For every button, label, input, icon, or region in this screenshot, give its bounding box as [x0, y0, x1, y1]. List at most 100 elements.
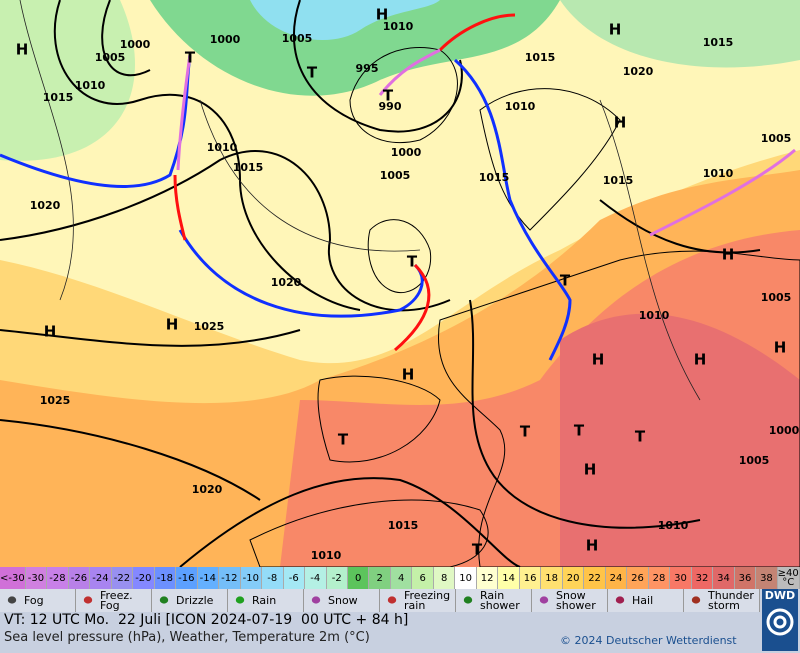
copyright: © 2024 Deutscher Wetterdienst: [560, 634, 737, 647]
legend-item: Drizzle: [152, 589, 228, 612]
legend-label: Hail: [632, 593, 654, 607]
scale-cell: -20: [133, 567, 155, 589]
legend-label: Thunder storm: [708, 588, 754, 612]
isobar-label: 1020: [192, 483, 223, 496]
isobar-label: 1015: [525, 51, 556, 64]
legend-item: Rain: [228, 589, 304, 612]
isobar-label: 1000: [391, 146, 422, 159]
valid-time: VT: 12 UTC Mo. 22 Juli [ICON 2024-07-19 …: [4, 612, 409, 628]
legend-icon: [311, 596, 321, 604]
legend-item: Snow: [304, 589, 380, 612]
scale-cell: <-30: [0, 567, 26, 589]
legend-item: Hail: [608, 589, 684, 612]
scale-cell: 6: [412, 567, 434, 589]
isobar: [0, 150, 451, 312]
pressure-center: T: [574, 422, 585, 440]
logo-ring: [766, 608, 794, 636]
isobar-thin: [19, 0, 74, 301]
isobar-label: 1025: [40, 394, 71, 407]
isobar: [469, 299, 701, 529]
legend-icon: [7, 596, 17, 604]
pressure-center: H: [586, 537, 599, 555]
cold-front: [0, 54, 192, 188]
pressure-center: H: [592, 351, 605, 369]
isobar: [101, 0, 151, 77]
isobar-label: 1010: [639, 309, 670, 322]
scale-cell: 28: [648, 567, 671, 589]
isobar-label: 1020: [271, 276, 302, 289]
legend-icon: [387, 596, 397, 604]
field: [150, 0, 560, 96]
occluded-front: [176, 54, 192, 171]
coastline: [349, 46, 458, 144]
scale-cell: -28: [47, 567, 69, 589]
pressure-center: T: [520, 423, 531, 441]
legend-label: Freez. Fog: [100, 588, 133, 612]
logo-ring: [773, 615, 787, 629]
scale-cell: 16: [519, 567, 542, 589]
scale-cell: 12: [476, 567, 499, 589]
scale-cell: 8: [433, 567, 456, 589]
field: [560, 313, 800, 567]
scale-cell: -24: [90, 567, 112, 589]
legend-item: Thunder storm: [684, 589, 760, 612]
pressure-center: H: [584, 461, 597, 479]
pressure-center: T: [185, 49, 196, 67]
legend-item: Freezing rain: [380, 589, 456, 612]
scale-cell: -4: [305, 567, 327, 589]
isobar: [292, 0, 463, 133]
isobar-label: 1005: [761, 291, 792, 304]
scale-cell: -14: [197, 567, 220, 589]
legend-item: Freez. Fog: [76, 589, 152, 612]
coastline: [479, 88, 621, 231]
pressure-center: H: [694, 351, 707, 369]
scale-cell: 34: [713, 567, 735, 589]
pressure-center: T: [560, 272, 571, 290]
scale-cell: 2: [369, 567, 391, 589]
occluded-front: [378, 48, 441, 96]
pressure-center: T: [383, 87, 394, 105]
scale-cell: 4: [390, 567, 413, 589]
scale-cell: 20: [562, 567, 585, 589]
coastline: [317, 375, 441, 463]
pressure-center: T: [307, 64, 318, 82]
pressure-center: H: [402, 366, 415, 384]
isobar: [53, 0, 361, 311]
isobar-label: 1015: [479, 171, 510, 184]
isobar-label: 1015: [233, 161, 264, 174]
legend-item: Fog: [0, 589, 76, 612]
description: Sea level pressure (hPa), Weather, Tempe…: [4, 630, 370, 645]
scale-cell: 32: [691, 567, 714, 589]
pressure-center: H: [166, 316, 179, 334]
warm-front: [438, 13, 516, 52]
isobar-label: 1000: [210, 33, 241, 46]
scale-cell: -6: [283, 567, 306, 589]
field: [560, 0, 800, 68]
scale-cell: 36: [734, 567, 757, 589]
legend-label: Snow: [328, 593, 358, 607]
weather-legend: Fog Freez. Fog Drizzle Rain Snow Freezing rai…: [0, 589, 760, 612]
legend-item: Snow shower: [532, 589, 608, 612]
isobar-label: 1010: [75, 79, 106, 92]
pressure-center: T: [472, 541, 483, 559]
legend-item: Rain shower: [456, 589, 532, 612]
isobar-label: 1015: [43, 91, 74, 104]
occluded-front: [649, 148, 796, 237]
isobar-thin: [199, 99, 421, 252]
legend-label: Freezing rain: [404, 588, 451, 612]
scale-cell: 14: [498, 567, 520, 589]
scale-cell: 0: [347, 567, 370, 589]
isobar-label: 1010: [311, 549, 342, 562]
scale-cell: -26: [68, 567, 91, 589]
isobar-label: 1005: [739, 454, 770, 467]
scale-cell: 18: [541, 567, 563, 589]
pressure-center: H: [16, 41, 29, 59]
isobar-label: 1020: [623, 65, 654, 78]
legend-icon: [691, 596, 701, 604]
legend-icon: [83, 596, 93, 604]
isobar-label: 1005: [282, 32, 313, 45]
scale-cell: 22: [584, 567, 606, 589]
cold-front: [178, 229, 424, 318]
isobar-label: 1005: [380, 169, 411, 182]
pressure-center: T: [635, 428, 646, 446]
